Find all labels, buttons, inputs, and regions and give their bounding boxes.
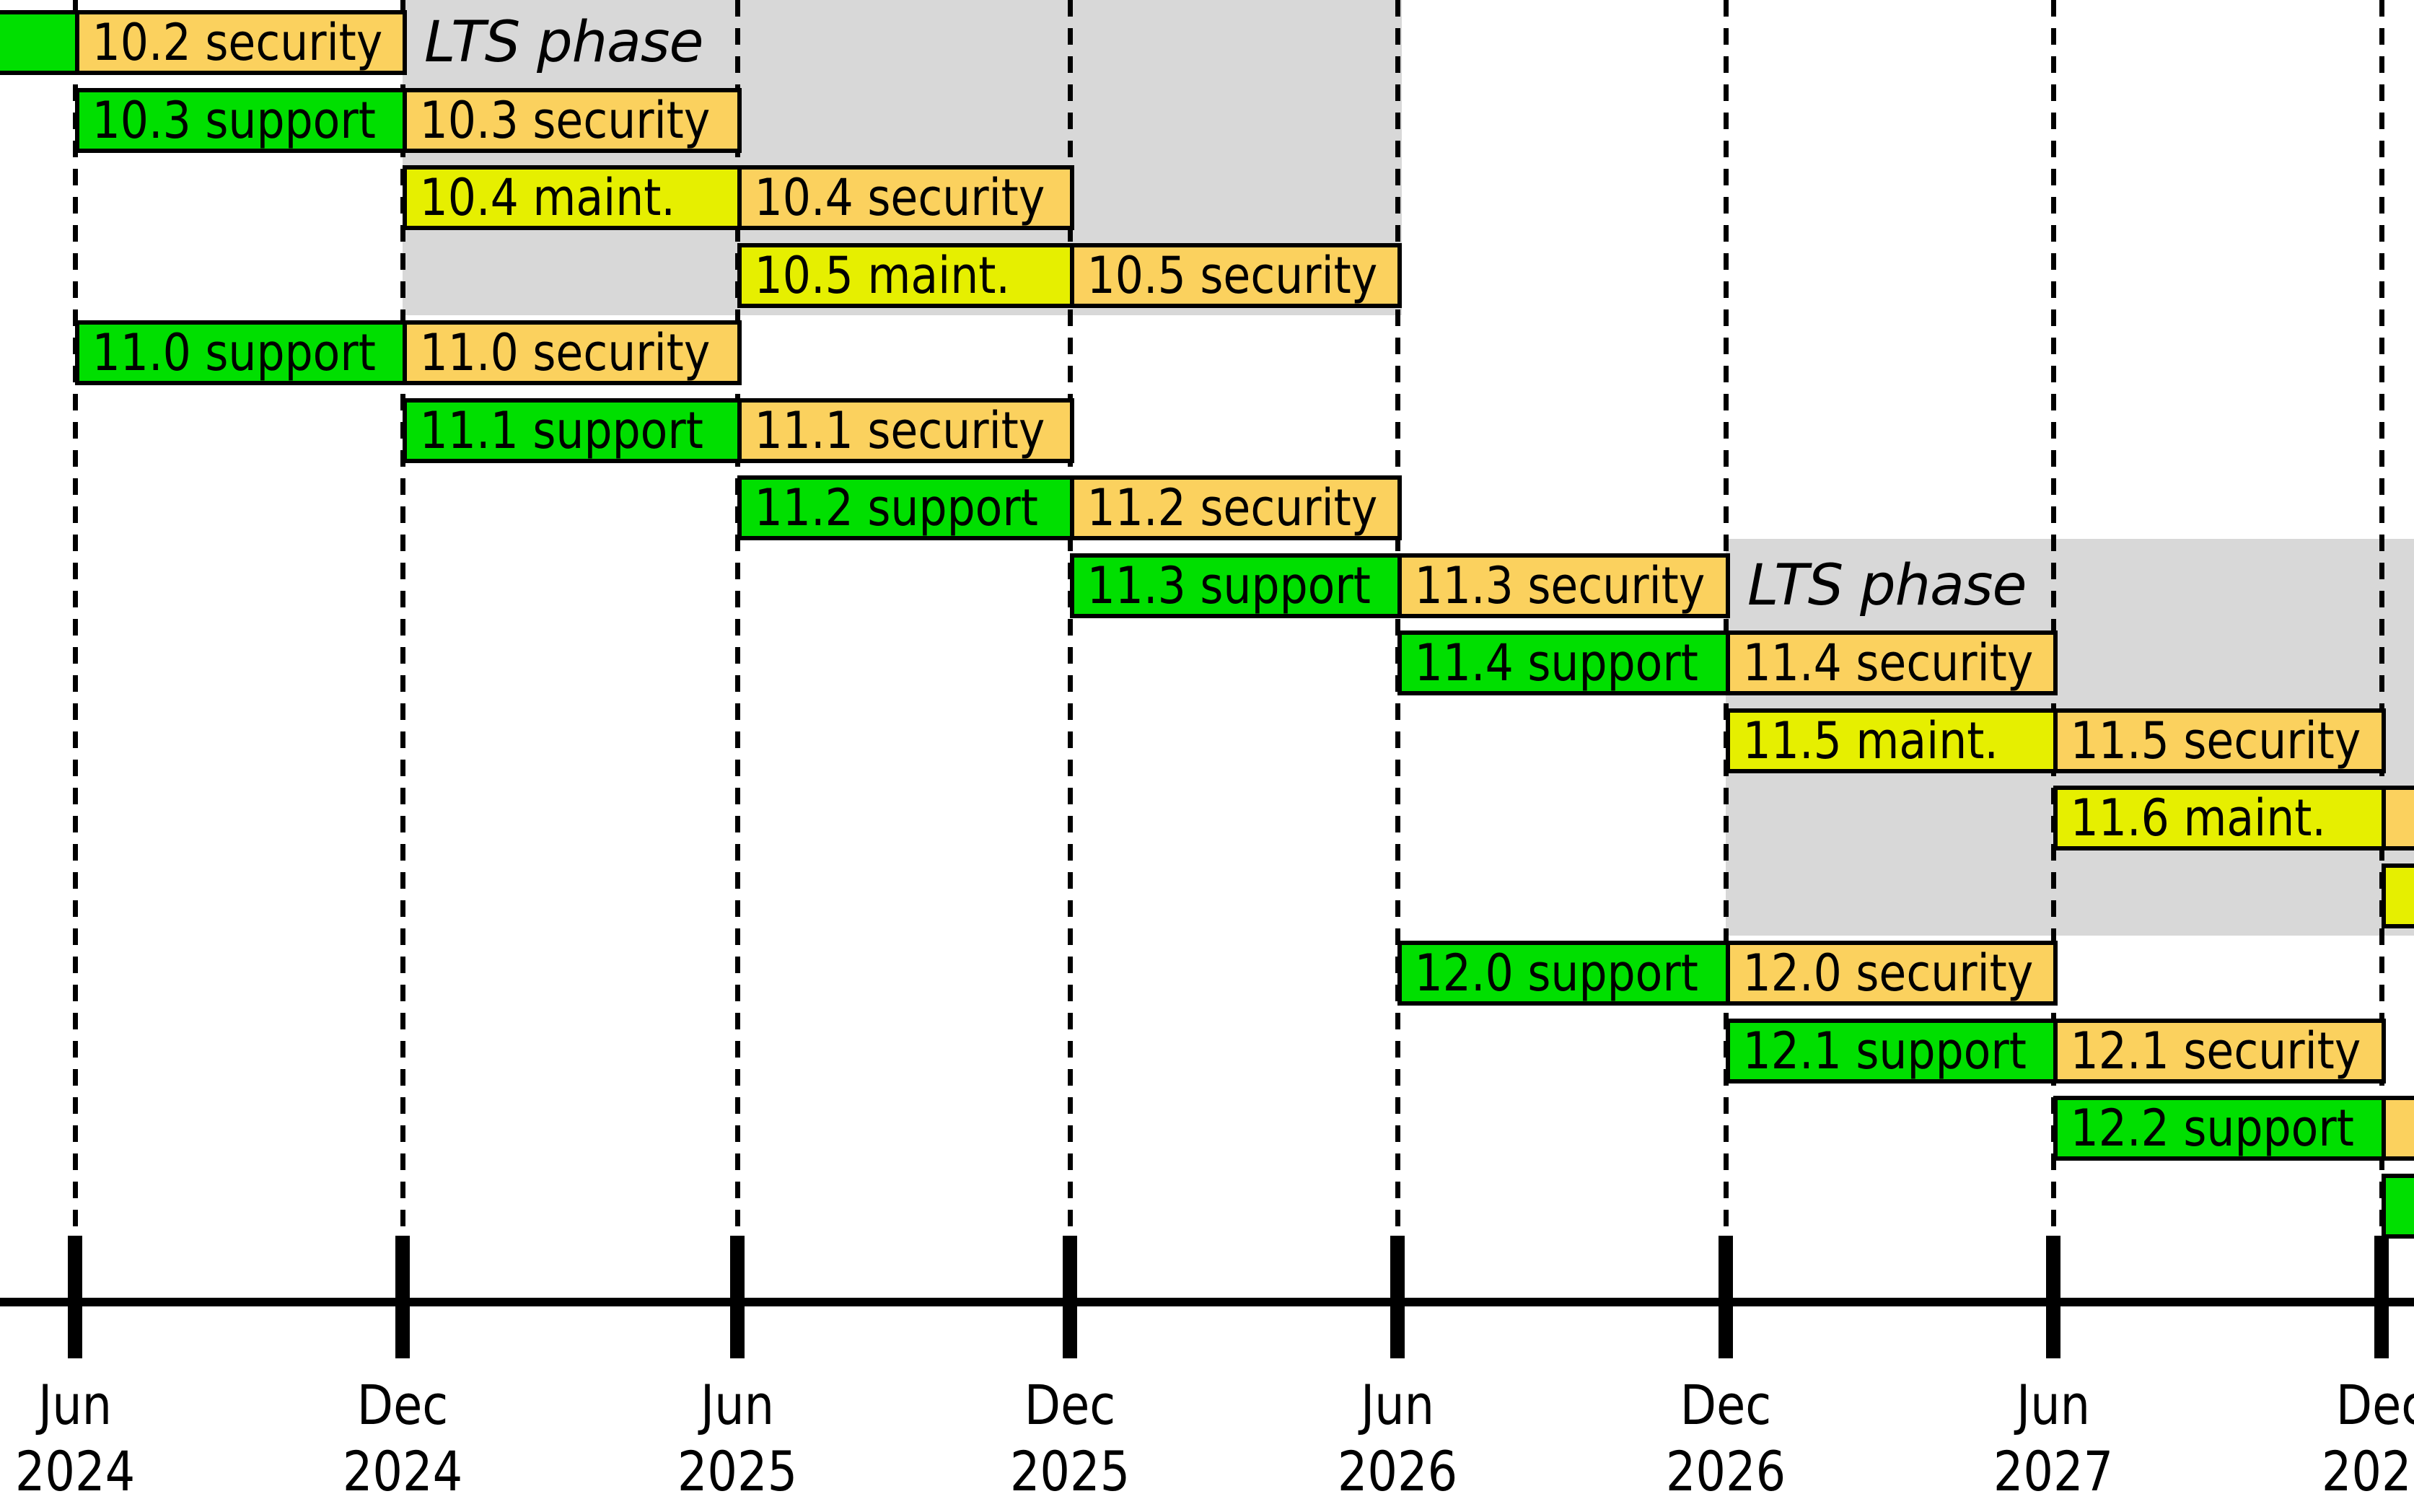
bar-label: 11.1 support (419, 400, 703, 460)
bar-label: 10.4 maint. (419, 168, 675, 227)
bar-label: 11.5 security (2070, 711, 2361, 770)
bar-label: 12.0 support (1414, 944, 1698, 1003)
axis-label-dec-2027: Dec2027 (2276, 1372, 2414, 1505)
axis-label-year: 2025 (677, 1439, 798, 1503)
bar-label: 11.6 maint. (2070, 788, 2326, 848)
bar-label: 12.2 support (2070, 1099, 2354, 1158)
bar-clipped-security-row11 (2382, 786, 2414, 850)
axis-tick-jun-2026 (1390, 1236, 1405, 1358)
dashed-gridline-dec-2027 (2379, 0, 2384, 1231)
axis-label-dec-2025: Dec 2025 (965, 1372, 1175, 1505)
axis-label-year: 2027 (2321, 1439, 2414, 1503)
axis-label-year: 2025 (1009, 1439, 1131, 1503)
bar-label: 12.1 support (1742, 1021, 2027, 1081)
axis-label-month: Dec (1680, 1373, 1772, 1437)
bar-10-2-security: 10.2 security (75, 10, 407, 75)
bar-label: 11.5 maint. (1742, 711, 1998, 770)
time-axis-line (0, 1298, 2414, 1306)
bar-10-4-security: 10.4 security (737, 165, 1074, 230)
bar-11-3-support: 11.3 support (1070, 553, 1402, 618)
bar-label: 10.2 security (92, 13, 383, 72)
bar-label: 11.3 security (1414, 555, 1706, 615)
bar-label: 10.5 maint. (754, 245, 1010, 305)
bar-10-5-maint: 10.5 maint. (737, 242, 1074, 308)
bar-10-3-support: 10.3 support (75, 87, 407, 153)
bar-label: 11.2 security (1087, 478, 1378, 537)
bar-11-3-security: 11.3 security (1397, 553, 1730, 618)
bar-12-2-support: 12.2 support (2053, 1096, 2386, 1161)
bar-11-2-security: 11.2 security (1070, 475, 1402, 540)
bar-10-5-security: 10.5 security (1070, 242, 1402, 308)
bar-label: 10.4 security (754, 168, 1045, 227)
axis-label-year: 2024 (14, 1439, 136, 1503)
axis-label-dec-2026: Dec 2026 (1620, 1372, 1831, 1505)
bar-12-0-security: 12.0 security (1726, 941, 2058, 1006)
axis-label-jun-2026: Jun 2026 (1292, 1372, 1503, 1505)
bar-11-4-security: 11.4 security (1726, 630, 2058, 695)
bar-clipped-support-row1 (0, 10, 79, 75)
bar-11-2-support: 11.2 support (737, 475, 1074, 540)
bar-11-0-security: 11.0 security (403, 320, 742, 385)
bar-label: 11.2 support (754, 478, 1038, 537)
bar-11-5-security: 11.5 security (2053, 708, 2386, 773)
bar-label: 11.4 security (1742, 633, 2034, 693)
bar-label: 11.0 support (92, 323, 376, 382)
axis-label-month: Jun (38, 1373, 113, 1437)
bar-label: 10.5 security (1087, 245, 1378, 305)
axis-label-year: 2024 (342, 1439, 463, 1503)
dashed-gridline-jun-2024 (73, 0, 78, 1231)
bar-10-4-maint: 10.4 maint. (403, 165, 742, 230)
axis-tick-dec-2024 (395, 1236, 410, 1358)
axis-label-year: 2026 (1665, 1439, 1786, 1503)
bar-11-1-support: 11.1 support (403, 397, 742, 463)
bar-10-3-security: 10.3 security (403, 87, 742, 153)
axis-tick-dec-2027 (2374, 1236, 2389, 1358)
bar-label: 12.0 security (1742, 944, 2034, 1003)
bar-clipped-support-row16 (2382, 1173, 2414, 1239)
axis-label-month: Jun (2016, 1373, 2091, 1437)
bar-label: 11.1 security (754, 400, 1045, 460)
bar-12-1-security: 12.1 security (2053, 1018, 2386, 1084)
axis-label-year: 2027 (1993, 1439, 2114, 1503)
axis-label-month: Jun (1360, 1373, 1435, 1437)
dashed-gridline-jun-2027 (2051, 0, 2056, 1231)
bar-label: 11.3 support (1087, 555, 1371, 615)
lts-phase-label-2: LTS phase (1747, 553, 2027, 618)
bar-clipped-maint-row12 (2382, 863, 2414, 928)
bar-11-0-support: 11.0 support (75, 320, 407, 385)
bar-label: 10.3 support (92, 90, 376, 150)
bar-label: 11.4 support (1414, 633, 1698, 693)
bar-11-4-support: 11.4 support (1397, 630, 1730, 695)
axis-label-month: Dec (356, 1373, 449, 1437)
axis-label-year: 2026 (1337, 1439, 1458, 1503)
axis-label-month: Dec (2335, 1373, 2414, 1437)
axis-label-jun-2025: Jun 2025 (632, 1372, 843, 1505)
bar-label: 11.0 security (419, 323, 711, 382)
bar-11-1-security: 11.1 security (737, 397, 1074, 463)
axis-label-dec-2024: Dec 2024 (297, 1372, 508, 1505)
axis-tick-dec-2025 (1063, 1236, 1077, 1358)
axis-tick-jun-2027 (2046, 1236, 2060, 1358)
bar-clipped-security-row15 (2382, 1096, 2414, 1161)
dashed-gridline-jun-2025 (735, 0, 740, 1231)
bar-12-1-support: 12.1 support (1726, 1018, 2058, 1084)
axis-label-jun-2024: Jun 2024 (0, 1372, 180, 1505)
axis-tick-jun-2025 (730, 1236, 745, 1358)
lts-phase-label-1: LTS phase (424, 10, 703, 75)
dashed-gridline-dec-2024 (400, 0, 405, 1231)
axis-tick-dec-2026 (1719, 1236, 1733, 1358)
axis-tick-jun-2024 (68, 1236, 82, 1358)
bar-label: 10.3 security (419, 90, 711, 150)
axis-label-jun-2027: Jun 2027 (1948, 1372, 2159, 1505)
axis-label-month: Jun (700, 1373, 775, 1437)
axis-label-month: Dec (1024, 1373, 1116, 1437)
bar-label: 12.1 security (2070, 1021, 2361, 1081)
bar-11-6-maint: 11.6 maint. (2053, 786, 2386, 850)
